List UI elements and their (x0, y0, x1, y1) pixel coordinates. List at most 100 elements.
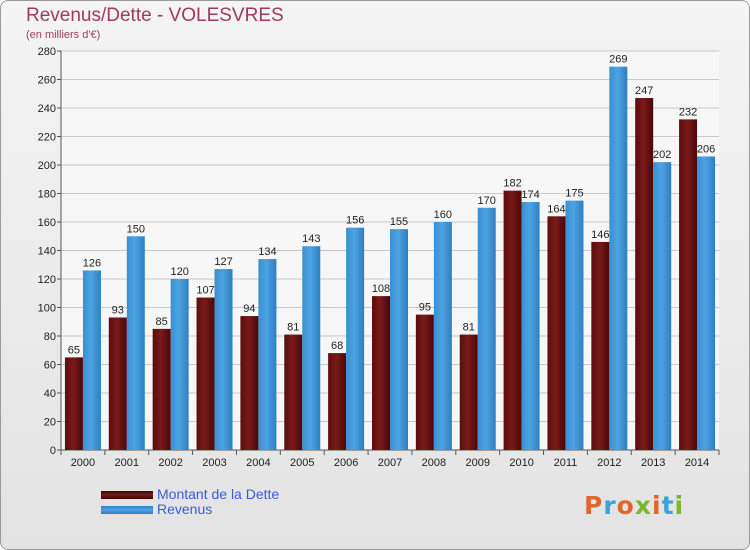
data-label-dette: 146 (591, 229, 609, 241)
logo-letter: x (634, 491, 652, 520)
bar-revenus (258, 259, 277, 450)
data-label-revenus: 206 (697, 143, 715, 155)
bar-revenus (346, 227, 365, 450)
bar-dette (547, 216, 566, 450)
data-label-revenus: 127 (214, 256, 232, 268)
bar-dette (679, 119, 698, 451)
data-label-revenus: 170 (478, 195, 496, 207)
logo-letter: o (616, 491, 635, 520)
data-label-dette: 93 (112, 304, 124, 316)
data-label-revenus: 143 (302, 233, 320, 245)
x-tick-label: 2004 (246, 457, 270, 469)
legend-swatch-revenus (101, 506, 153, 514)
data-label-dette: 65 (68, 344, 80, 356)
y-tick-label: 160 (38, 217, 56, 229)
y-tick-label: 0 (50, 445, 56, 457)
bar-revenus (302, 246, 321, 450)
y-tick-label: 80 (44, 331, 56, 343)
data-label-dette: 232 (679, 106, 697, 118)
data-label-dette: 182 (503, 178, 521, 190)
data-label-revenus: 174 (521, 189, 539, 201)
bar-revenus (653, 162, 672, 450)
y-tick-label: 200 (38, 160, 56, 172)
x-tick-label: 2014 (685, 457, 709, 469)
legend-swatch-dette (101, 491, 153, 499)
data-label-revenus: 134 (258, 246, 276, 258)
bar-revenus (521, 202, 540, 450)
bar-dette (415, 314, 434, 450)
bar-revenus (477, 207, 496, 450)
y-tick-label: 180 (38, 189, 56, 201)
y-tick-label: 20 (44, 417, 56, 429)
logo-letter: r (603, 491, 617, 520)
logo-letter: i (674, 491, 685, 520)
bar-dette (591, 241, 610, 450)
data-label-dette: 164 (547, 203, 565, 215)
bar-revenus (565, 200, 584, 450)
data-label-revenus: 126 (83, 257, 101, 269)
x-tick-label: 2001 (115, 457, 139, 469)
data-label-dette: 95 (419, 302, 431, 314)
chart-subtitle: (en milliers d'€) (26, 29, 101, 41)
logo-letter: t (661, 491, 675, 520)
data-label-revenus: 269 (609, 54, 627, 66)
bar-dette (503, 190, 522, 450)
data-label-revenus: 160 (434, 209, 452, 221)
bar-dette (240, 316, 259, 450)
logo-letter: i (652, 491, 662, 520)
bar-revenus (609, 66, 628, 451)
bar-revenus (214, 269, 233, 450)
bar-revenus (82, 270, 101, 450)
y-tick-label: 240 (38, 103, 56, 115)
bar-dette (108, 317, 127, 450)
bar-dette (284, 334, 303, 450)
data-label-revenus: 120 (170, 266, 188, 278)
x-tick-label: 2006 (334, 457, 358, 469)
bar-dette (328, 353, 347, 450)
legend-label-dette: Montant de la Dette (157, 486, 280, 502)
data-label-dette: 68 (331, 340, 343, 352)
x-tick-label: 2000 (71, 457, 95, 469)
bar-revenus (390, 229, 408, 450)
data-label-dette: 107 (196, 285, 214, 297)
bar-dette (196, 297, 215, 450)
x-tick-label: 2003 (202, 457, 226, 469)
x-tick-label: 2009 (465, 457, 489, 469)
bar-dette (372, 296, 390, 450)
data-label-revenus: 155 (390, 216, 408, 228)
y-tick-label: 40 (44, 388, 56, 400)
x-tick-label: 2011 (554, 457, 578, 469)
y-tick-label: 60 (44, 360, 56, 372)
y-tick-label: 140 (38, 246, 56, 258)
data-label-dette: 81 (463, 322, 475, 334)
data-label-dette: 94 (243, 303, 255, 315)
y-tick-label: 220 (38, 132, 56, 144)
data-label-revenus: 175 (565, 188, 583, 200)
data-label-dette: 81 (287, 322, 299, 334)
x-tick-label: 2008 (422, 457, 446, 469)
data-label-revenus: 202 (653, 149, 671, 161)
legend-label-revenus: Revenus (157, 501, 213, 517)
bar-dette (64, 357, 83, 450)
x-tick-label: 2013 (641, 457, 665, 469)
x-tick-label: 2010 (509, 457, 533, 469)
data-label-revenus: 150 (127, 223, 145, 235)
chart-title: Revenus/Dette - VOLESVRES (26, 5, 284, 26)
proxiti-logo: Proxiti (584, 491, 684, 520)
y-tick-label: 280 (38, 46, 56, 58)
x-tick-label: 2005 (290, 457, 314, 469)
y-tick-label: 100 (38, 303, 56, 315)
x-tick-label: 2012 (597, 457, 621, 469)
data-label-dette: 108 (372, 283, 390, 295)
bar-revenus (126, 236, 145, 450)
x-tick-label: 2002 (158, 457, 182, 469)
y-tick-label: 260 (38, 75, 56, 87)
bar-revenus (433, 222, 452, 450)
data-label-dette: 247 (635, 85, 653, 97)
bar-revenus (170, 279, 189, 450)
y-tick-label: 120 (38, 274, 56, 286)
logo-letter: P (584, 491, 604, 520)
x-tick-label: 2007 (378, 457, 402, 469)
